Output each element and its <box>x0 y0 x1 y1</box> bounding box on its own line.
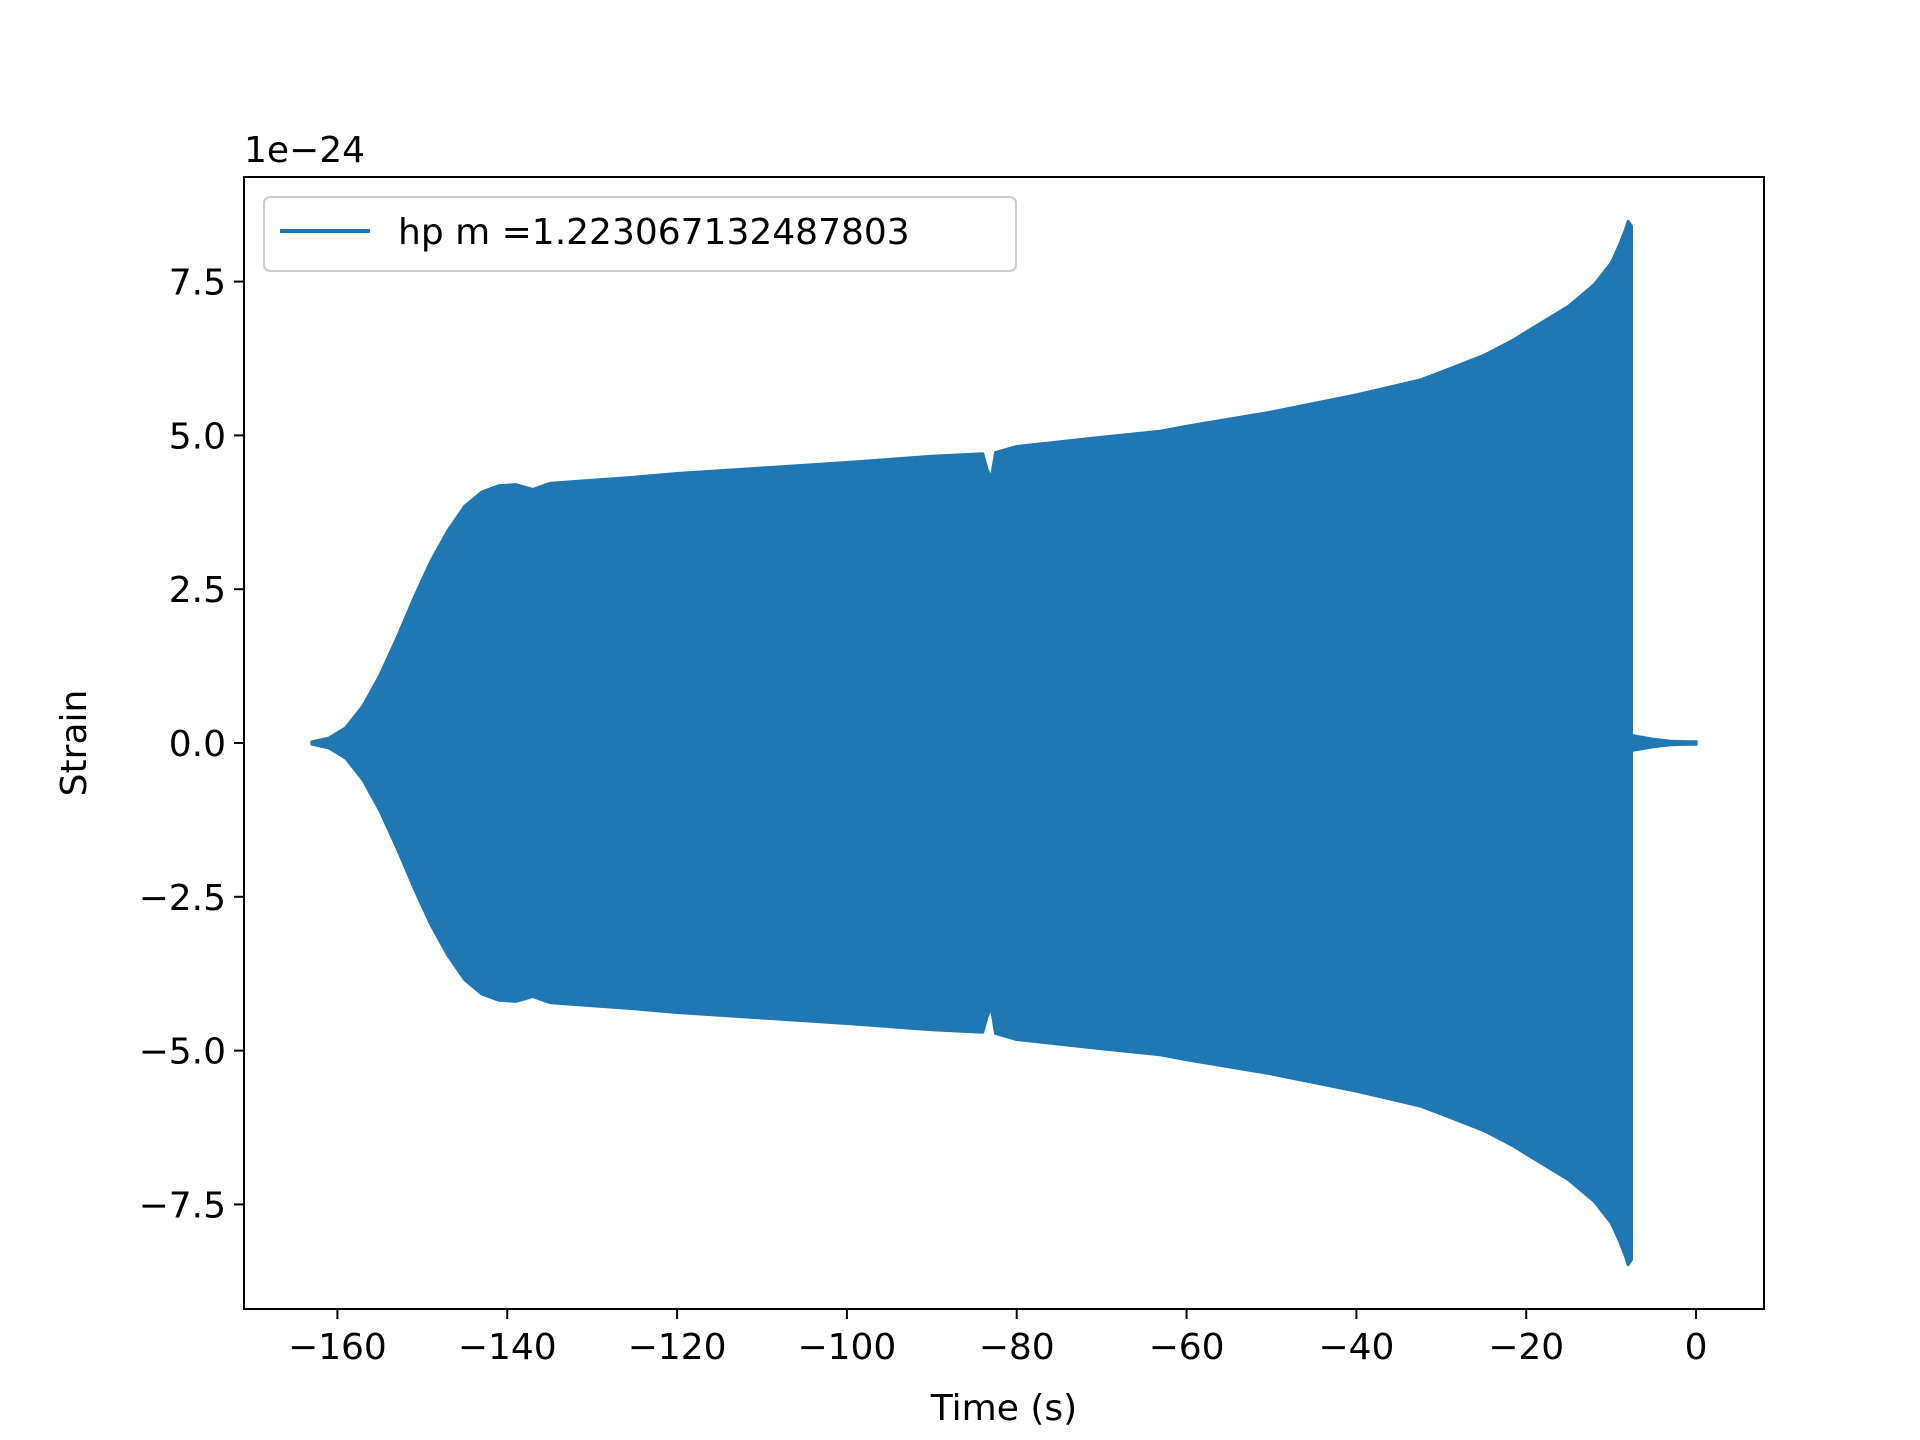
y-tick-label: 7.5 <box>169 263 226 304</box>
waveform-ringdown <box>1630 733 1698 753</box>
x-tick-label: −140 <box>458 1327 557 1368</box>
legend-label: hp m =1.223067132487803 <box>398 212 910 253</box>
y-tick-label: −5.0 <box>139 1032 226 1073</box>
y-tick-label: −2.5 <box>139 878 226 919</box>
waveform-series <box>310 219 1633 1267</box>
y-axis-offset-text: 1e−24 <box>244 130 365 171</box>
x-tick-label: −160 <box>288 1327 387 1368</box>
legend-box <box>263 196 1017 272</box>
x-tick-label: −100 <box>797 1327 896 1368</box>
y-tick-label: 0.0 <box>169 724 226 765</box>
x-tick-label: −20 <box>1488 1327 1564 1368</box>
x-tick-label: −40 <box>1318 1327 1394 1368</box>
y-tick-label: −7.5 <box>139 1185 226 1226</box>
y-axis-ticks: −7.5 −5.0 −2.5 0.0 2.5 5.0 7.5 <box>139 263 244 1226</box>
legend: hp m =1.223067132487803 <box>263 196 1017 272</box>
x-axis-label: Time (s) <box>930 1388 1077 1429</box>
y-axis-label: Strain <box>54 690 95 797</box>
y-tick-label: 5.0 <box>169 416 226 457</box>
x-tick-label: −60 <box>1149 1327 1225 1368</box>
y-tick-label: 2.5 <box>169 570 226 611</box>
x-tick-label: −120 <box>628 1327 727 1368</box>
x-axis-ticks: −160 −140 −120 −100 −80 −60 −40 −20 0 <box>288 1309 1708 1368</box>
x-tick-label: 0 <box>1685 1327 1708 1368</box>
plot-area <box>310 219 1698 1267</box>
x-tick-label: −80 <box>979 1327 1055 1368</box>
